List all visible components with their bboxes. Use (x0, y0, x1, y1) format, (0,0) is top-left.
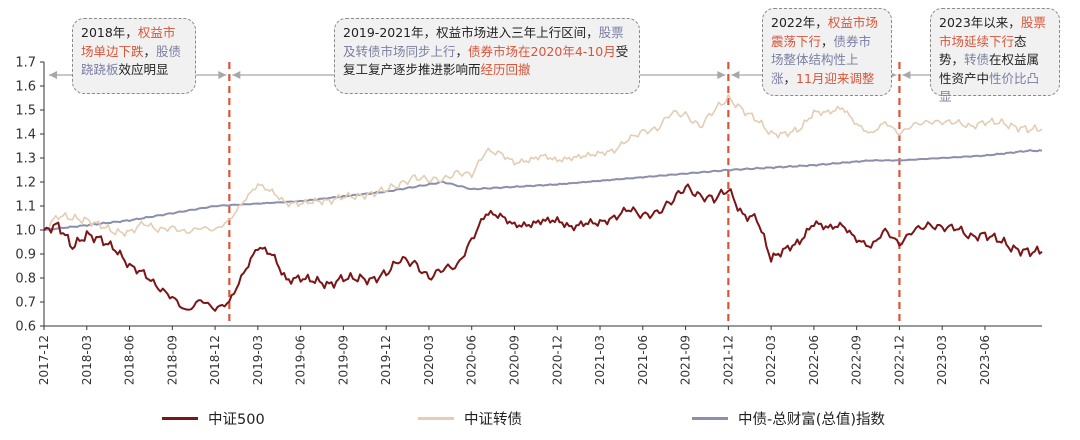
ann-2018-seg-2: ， (143, 43, 157, 59)
y-tick-label: 1.3 (15, 152, 36, 167)
series-lines (43, 93, 1043, 312)
x-tick-label: 2019-09 (336, 335, 350, 385)
y-tick-label: 1.5 (15, 104, 36, 119)
ann-2018-seg-3: 股债跷跷板 (81, 43, 182, 78)
y-tick-label: 1.0 (15, 224, 36, 239)
annotation-2019-2021-text: 2019-2021年，权益市场进入三年上行区间，股票及转债市场同步上行，债券市场… (343, 25, 628, 77)
x-tick-label: 2020-03 (422, 335, 436, 385)
x-tick-label: 2019-12 (379, 335, 393, 385)
x-tick-label: 2022-06 (807, 335, 821, 385)
y-tick-label: 0.9 (15, 248, 36, 263)
ann-2019-seg-2: ， (455, 43, 469, 59)
period-arrow-head-left (902, 71, 911, 79)
ann-2022-seg-2: ， (821, 33, 834, 49)
series-line-csi500 (43, 183, 1043, 312)
period-arrow-head-left (232, 71, 241, 79)
legend-item-bond: 中债-总财富(总值)指数 (692, 408, 885, 429)
legend-label-bond: 中债-总财富(总值)指数 (738, 412, 886, 428)
x-tick-label: 2022-03 (764, 335, 778, 385)
period-arrow-head-left (731, 71, 740, 79)
x-tick-label: 2023-03 (935, 335, 949, 385)
period-dividers (228, 62, 901, 326)
ann-2023-seg-5: 性价比凸显 (939, 70, 1040, 105)
ann-2022-seg-0: 2022年， (771, 15, 828, 30)
ann-2019-seg-5: 经历回撤 (480, 62, 531, 77)
annotation-2018: 2018年，权益市场单边下跌，股债跷跷板效应明显 (72, 18, 196, 94)
x-tick-label: 2019-03 (251, 335, 265, 385)
ann-2019-seg-3: 债券市场在2020年4-10月 (468, 43, 616, 59)
ann-2018-seg-4: 效应明显 (118, 62, 169, 77)
x-tick-label: 2021-06 (636, 335, 650, 385)
y-tick-label: 1.7 (15, 56, 36, 71)
series-line-bond (43, 149, 1043, 231)
x-tick-label: 2018-03 (80, 335, 94, 385)
period-arrow-head-left (49, 71, 57, 79)
ann-2022-seg-5: 11月迎来调整 (796, 70, 875, 86)
x-tick-label: 2018-06 (123, 335, 137, 385)
x-tick-label: 2023-06 (978, 335, 992, 385)
ann-2018-seg-0: 2018年， (81, 25, 138, 40)
period-arrow-head-right (218, 71, 227, 79)
ann-2019-seg-1: 股票及转债市场同步上行 (343, 25, 624, 59)
annotation-2023: 2023年以来，股票市场延续下行态势，转债在权益属性资产中性价比凸显 (930, 8, 1060, 104)
y-tick-label: 1.1 (15, 200, 36, 215)
ann-2022-seg-4: ， (783, 70, 797, 86)
ann-2022-seg-1: 权益市场震荡下行 (771, 15, 878, 49)
x-tick-label: 2017-12 (37, 335, 51, 385)
x-tick-label: 2020-09 (507, 335, 521, 385)
period-arrow-head-right (717, 71, 726, 79)
x-tick-label: 2020-06 (465, 335, 479, 385)
annotation-2018-text: 2018年，权益市场单边下跌，股债跷跷板效应明显 (81, 25, 181, 77)
y-tick-label: 1.2 (15, 176, 36, 191)
x-tick-label: 2021-09 (679, 335, 693, 385)
annotation-2023-text: 2023年以来，股票市场延续下行态势，转债在权益属性资产中性价比凸显 (939, 15, 1046, 104)
legend-item-cbond: 中证转债 (418, 408, 522, 429)
x-tick-label: 2019-06 (294, 335, 308, 385)
ann-2023-seg-1: 股票市场延续下行 (939, 15, 1046, 49)
annotation-2022: 2022年，权益市场震荡下行，债券市场整体结构性上涨，11月迎来调整 (762, 8, 892, 96)
ann-2019-seg-0: 2019-2021年，权益市场进入三年上行区间， (343, 25, 599, 40)
y-tick-label: 0.8 (15, 272, 36, 287)
series-line-cbond (43, 93, 1043, 237)
y-tick-label: 0.6 (15, 320, 36, 335)
x-tick-label: 2022-12 (892, 335, 906, 385)
ann-2023-seg-4: 在权益属性资产中 (939, 52, 1040, 86)
axes: 0.6 0.7 0.8 0.9 1.0 1.1 1.2 1.3 1.4 1.5 1.6 1.7 2017… (15, 56, 1042, 385)
x-tick-label: 2021-03 (593, 335, 607, 385)
y-tick-label: 0.7 (15, 296, 36, 311)
legend-swatch-csi500 (162, 417, 198, 420)
x-tick-label: 2018-12 (208, 335, 222, 385)
x-tick-label: 2018-09 (165, 335, 179, 385)
ann-2023-seg-3: 转债 (964, 52, 990, 67)
y-tick-label: 1.4 (15, 128, 36, 143)
x-tick-label: 2021-12 (721, 335, 735, 385)
legend-label-cbond: 中证转债 (464, 412, 522, 428)
ann-2022-seg-3: 债券市场整体结构性上涨 (771, 33, 872, 86)
ann-2023-seg-0: 2023年以来， (939, 15, 1021, 30)
legend-swatch-bond (692, 417, 728, 420)
ann-2023-seg-2: 态势， (939, 33, 1027, 68)
ann-2018-seg-1: 权益市场单边下跌 (81, 25, 176, 59)
legend-label-csi500: 中证500 (208, 412, 265, 428)
annotation-2019-2021: 2019-2021年，权益市场进入三年上行区间，股票及转债市场同步上行，债券市场… (334, 18, 640, 94)
legend-item-csi500: 中证500 (162, 408, 265, 429)
x-tick-label: 2022-09 (850, 335, 864, 385)
x-tick-label: 2020-12 (550, 335, 564, 385)
ann-2019-seg-4: 受复工复产逐步推进影响而 (343, 43, 629, 78)
legend-swatch-cbond (418, 417, 454, 420)
y-tick-label: 1.6 (15, 80, 36, 95)
annotation-2022-text: 2022年，权益市场震荡下行，债券市场整体结构性上涨，11月迎来调整 (771, 15, 878, 86)
